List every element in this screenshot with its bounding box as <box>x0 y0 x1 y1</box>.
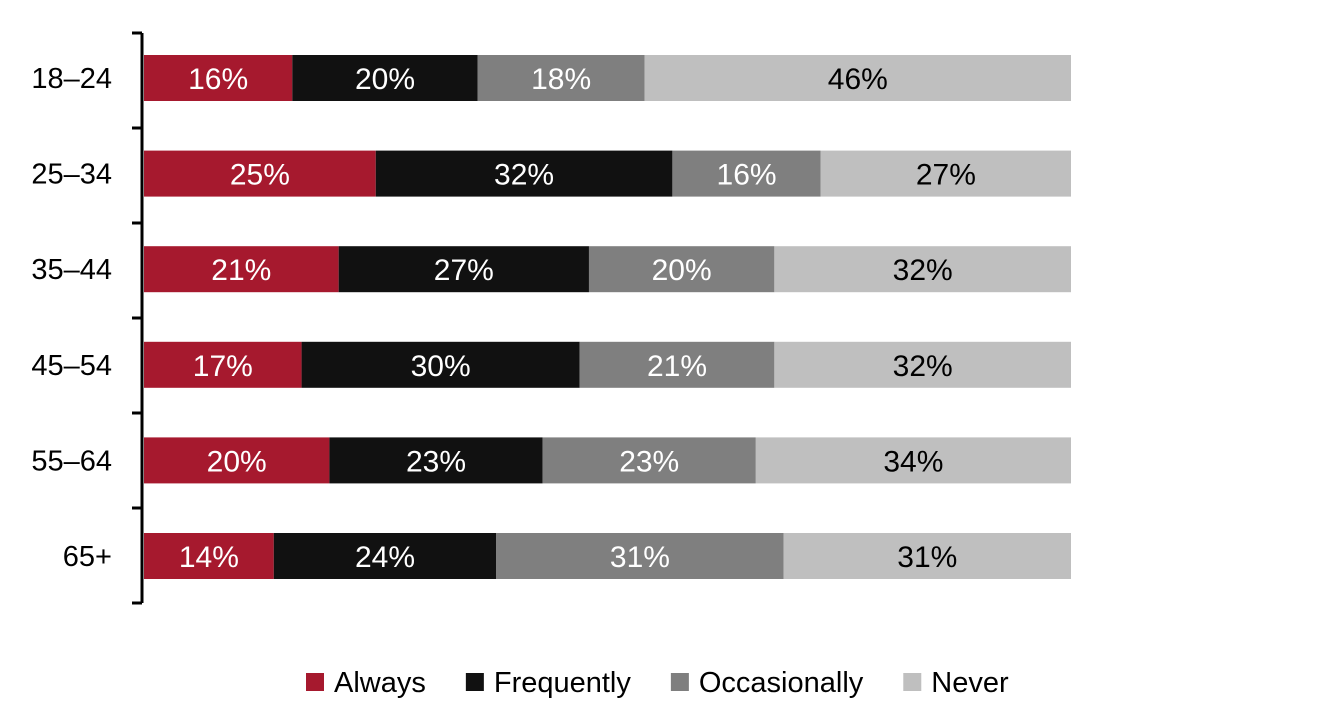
data-label: 23% <box>619 445 679 478</box>
legend-item-frequently: Frequently <box>465 667 632 699</box>
bar-segment-occasionally <box>672 150 821 197</box>
bar-segment-never <box>774 246 1071 293</box>
data-label: 20% <box>652 254 712 287</box>
category-label: 35–44 <box>31 254 112 286</box>
data-label: 27% <box>916 159 976 192</box>
bar-segment-frequently <box>338 246 589 293</box>
legend-item-occasionally: Occasionally <box>670 667 864 699</box>
data-label: 20% <box>355 63 415 96</box>
bar-segment-always <box>144 341 302 388</box>
data-label: 23% <box>406 445 466 478</box>
data-label: 31% <box>610 541 670 574</box>
category-labels: 18–24 25–34 35–44 45–54 55–64 65+ <box>31 63 112 573</box>
data-label: 46% <box>828 63 888 96</box>
data-label: 14% <box>179 541 239 574</box>
bar-segment-occasionally <box>542 437 756 484</box>
data-label: 27% <box>434 254 494 287</box>
legend-swatch <box>306 673 324 691</box>
bar-segment-occasionally <box>588 246 775 293</box>
data-label: 16% <box>188 63 248 96</box>
bar-segment-always <box>144 150 376 197</box>
category-label: 55–64 <box>31 445 112 477</box>
legend-swatch <box>465 673 484 691</box>
data-label: 34% <box>883 445 943 478</box>
bar-segment-always <box>144 437 330 484</box>
bar-segment-occasionally <box>496 533 784 579</box>
data-label: 32% <box>893 350 953 383</box>
category-label: 18–24 <box>31 63 112 95</box>
data-label: 21% <box>211 254 271 287</box>
data-label: 31% <box>897 541 957 574</box>
data-labels: 16% 20% 18% 46% 25% 32% 16% 27% 21% 27% 20% 32% 17% 3… <box>179 63 976 574</box>
data-label: 24% <box>355 541 415 574</box>
legend-label: Never <box>931 667 1009 699</box>
data-label: 18% <box>531 63 591 96</box>
bar-segment-never <box>783 533 1071 579</box>
data-label: 32% <box>893 254 953 287</box>
bar-segment-never <box>755 437 1071 484</box>
data-label: 20% <box>207 445 267 478</box>
data-label: 16% <box>717 159 777 192</box>
legend-label: Always <box>334 667 426 699</box>
data-label: 30% <box>411 350 471 383</box>
bar-segment-always <box>144 533 274 579</box>
legend-item-always: Always <box>306 667 426 699</box>
legend-label: Frequently <box>494 667 632 699</box>
legend: Always Frequently Occasionally Never <box>306 667 1009 699</box>
bar-segment-frequently <box>301 341 580 388</box>
legend-swatch <box>903 673 922 691</box>
bar-segment-occasionally <box>579 341 775 388</box>
legend-swatch <box>670 673 689 691</box>
data-label: 21% <box>647 350 707 383</box>
legend-label: Occasionally <box>699 667 864 699</box>
data-label: 25% <box>230 159 290 192</box>
category-label: 65+ <box>63 541 112 573</box>
legend-item-never: Never <box>903 667 1009 699</box>
category-label: 45–54 <box>31 350 112 382</box>
bar-segment-never <box>774 341 1071 388</box>
bar-segment-frequently <box>292 55 478 101</box>
bar-segment-frequently <box>329 437 543 484</box>
data-label: 32% <box>494 159 554 192</box>
category-axis <box>132 31 144 605</box>
bar-segment-always <box>144 246 339 293</box>
bar-segment-frequently <box>273 533 497 579</box>
bar-segment-frequently <box>375 150 673 197</box>
data-label: 17% <box>193 350 253 383</box>
bar-segment-never <box>644 55 1071 101</box>
bar-segment-never <box>820 150 1071 197</box>
bar-segment-occasionally <box>477 55 645 101</box>
bars <box>144 55 1071 579</box>
bar-segment-always <box>144 55 293 101</box>
category-label: 25–34 <box>31 159 112 191</box>
